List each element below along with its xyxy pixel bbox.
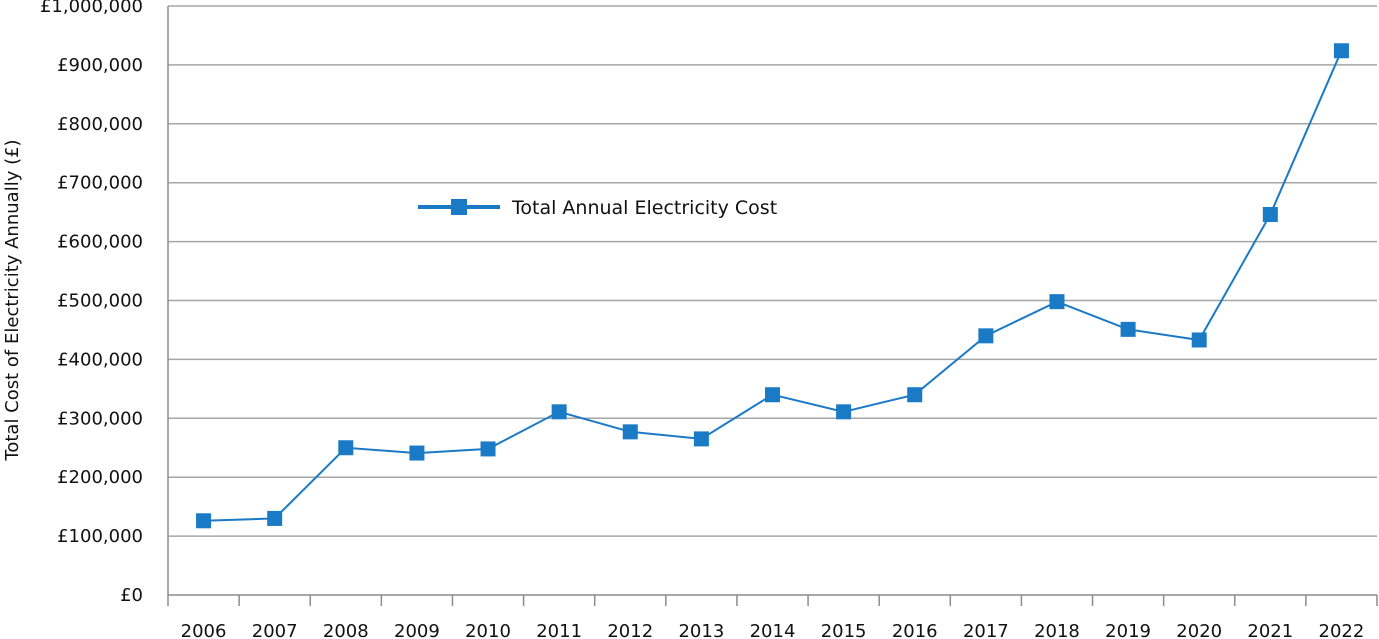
data-point-marker	[622, 424, 638, 440]
legend-label: Total Annual Electricity Cost	[511, 197, 777, 219]
y-tick-label: £300,000	[57, 408, 143, 429]
y-tick-label: £500,000	[57, 291, 143, 312]
data-point-marker	[836, 404, 852, 420]
y-tick-label: £800,000	[57, 114, 143, 135]
y-tick-label: £1,000,000	[40, 0, 143, 17]
x-tick-label: 2010	[465, 621, 511, 639]
x-tick-label: 2022	[1319, 621, 1365, 639]
y-tick-label: £700,000	[57, 173, 143, 194]
y-tick-label: £200,000	[57, 467, 143, 488]
x-tick-label: 2009	[394, 621, 440, 639]
data-point-marker	[907, 387, 923, 403]
x-tick-label: 2017	[963, 621, 1009, 639]
y-tick-labels: £0 £100,000 £200,000 £300,000 £400,000 £500,0…	[40, 0, 143, 606]
data-point-marker	[196, 513, 212, 529]
data-point-marker	[765, 387, 780, 403]
data-point-marker	[551, 404, 567, 420]
x-tick-label: 2006	[181, 621, 227, 639]
x-tick-label: 2013	[678, 621, 724, 639]
data-point-marker	[480, 441, 496, 457]
data-point-marker	[1049, 294, 1065, 310]
legend-marker-swatch	[451, 199, 467, 215]
data-point-marker	[693, 431, 709, 447]
y-axis-title: Total Cost of Electricity Annually (£)	[2, 139, 23, 461]
y-tick-label: £0	[120, 585, 143, 606]
x-tick-label: 2011	[536, 621, 582, 639]
y-tick-label: £900,000	[57, 55, 143, 76]
x-tick-label: 2012	[607, 621, 653, 639]
x-tick-label: 2014	[750, 621, 796, 639]
x-tick-label: 2019	[1105, 621, 1151, 639]
data-point-marker	[338, 440, 354, 456]
x-tick-label: 2007	[252, 621, 298, 639]
y-tick-label: £100,000	[57, 526, 143, 547]
axes	[167, 6, 1378, 606]
data-point-marker	[267, 510, 283, 526]
series-layer	[196, 43, 1349, 529]
series-line	[203, 50, 1343, 522]
y-tick-label: £600,000	[57, 232, 143, 253]
x-tick-labels: 2006 2007 2008 2009 2010 2011 2012 2013 2014 2015…	[181, 621, 1365, 639]
legend: Total Annual Electricity Cost	[418, 197, 777, 219]
x-tick-label: 2008	[323, 621, 369, 639]
gridlines	[168, 5, 1377, 537]
data-point-marker	[409, 445, 425, 461]
data-point-marker	[1333, 43, 1349, 59]
data-point-marker	[1191, 332, 1207, 348]
y-tick-label: £400,000	[57, 349, 143, 370]
x-tick-label: 2015	[821, 621, 867, 639]
x-tick-label: 2020	[1176, 621, 1222, 639]
x-tick-label: 2018	[1034, 621, 1080, 639]
x-tick-label: 2016	[892, 621, 938, 639]
data-point-marker	[1262, 207, 1278, 223]
x-tick-label: 2021	[1247, 621, 1293, 639]
data-point-marker	[978, 328, 994, 344]
data-point-marker	[1120, 321, 1136, 337]
